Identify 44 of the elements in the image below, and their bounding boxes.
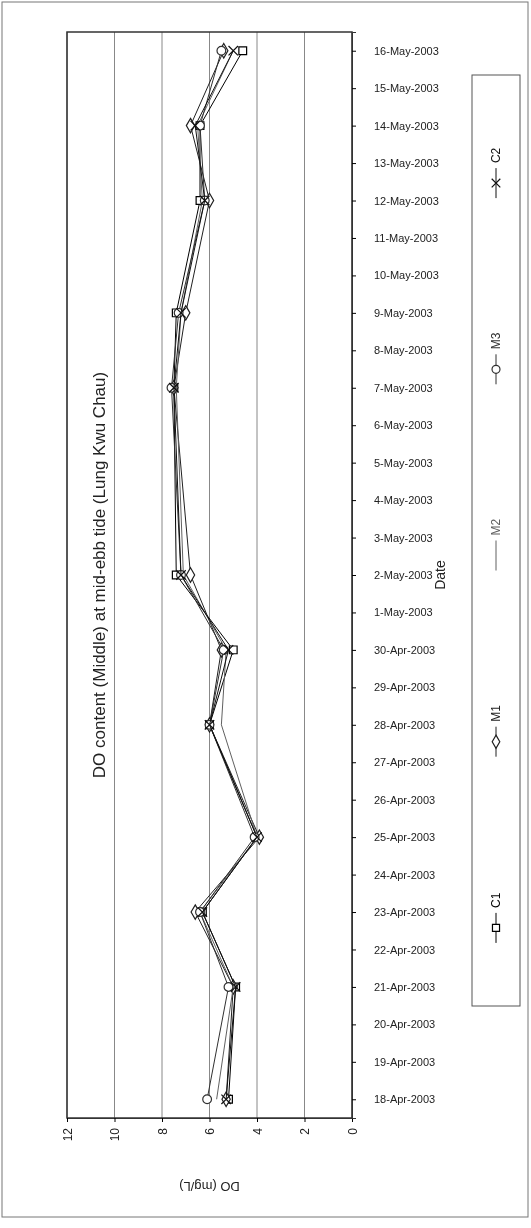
y-tick-label: 10-May-2003 [374, 269, 439, 282]
text: M2 [489, 518, 503, 536]
y-tick-label: 1-May-2003 [374, 606, 433, 619]
y-tick-label: 23-Apr-2003 [374, 906, 436, 919]
y-tick-label: 24-Apr-2003 [374, 868, 436, 881]
y-tick-label: 21-Apr-2003 [374, 980, 436, 993]
x-tick-label: 12 [60, 1127, 75, 1142]
y-tick-label: 29-Apr-2003 [374, 681, 436, 694]
text: M1 [489, 704, 503, 722]
x-tick-label: 0 [345, 1127, 360, 1135]
y-tick-label: 3-May-2003 [374, 531, 433, 544]
y-tick-label: 6-May-2003 [374, 419, 433, 432]
y-tick-label: 7-May-2003 [374, 381, 433, 394]
y-tick-label: 5-May-2003 [374, 456, 433, 469]
y-tick-label: 18-Apr-2003 [374, 1093, 436, 1106]
y-tick-label: 15-May-2003 [374, 82, 439, 95]
y-tick-label: 14-May-2003 [374, 119, 439, 132]
y-tick-label: 25-Apr-2003 [374, 831, 436, 844]
y-tick-label: 26-Apr-2003 [374, 793, 436, 806]
y-tick-label: 13-May-2003 [374, 157, 439, 170]
y-tick-label: 9-May-2003 [374, 306, 433, 319]
y-tick-label: 28-Apr-2003 [374, 718, 436, 731]
y-tick-label: 4-May-2003 [374, 494, 433, 507]
y-tick-label: 11-May-2003 [374, 231, 438, 244]
x-tick-label: 6 [203, 1127, 217, 1135]
text: DO content (Middle) at mid-ebb tide (Lung Kwu Chau) [90, 371, 109, 779]
y-tick-label: 19-Apr-2003 [374, 1055, 436, 1068]
x-axis-title: DO (mg/L) [179, 1179, 240, 1194]
y-axis-title: Date [432, 560, 448, 590]
y-tick-label: 30-Apr-2003 [374, 643, 436, 656]
y-tick-label: 27-Apr-2003 [374, 756, 436, 769]
y-tick-label: 16-May-2003 [374, 44, 439, 57]
y-tick-label: 8-May-2003 [374, 344, 433, 357]
x-tick-label: 2 [298, 1127, 312, 1135]
x-tick-label: 10 [108, 1127, 122, 1142]
text: C1 [489, 892, 503, 908]
x-tick-label: 4 [250, 1127, 265, 1135]
y-tick-label: 2-May-2003 [374, 569, 433, 582]
text: M3 [489, 332, 503, 350]
x-tick-label: 8 [155, 1127, 170, 1135]
y-tick-label: 20-Apr-2003 [374, 1018, 436, 1031]
y-tick-label: 22-Apr-2003 [374, 943, 436, 956]
text: C2 [489, 147, 503, 164]
y-tick-label: 12-May-2003 [374, 194, 439, 207]
